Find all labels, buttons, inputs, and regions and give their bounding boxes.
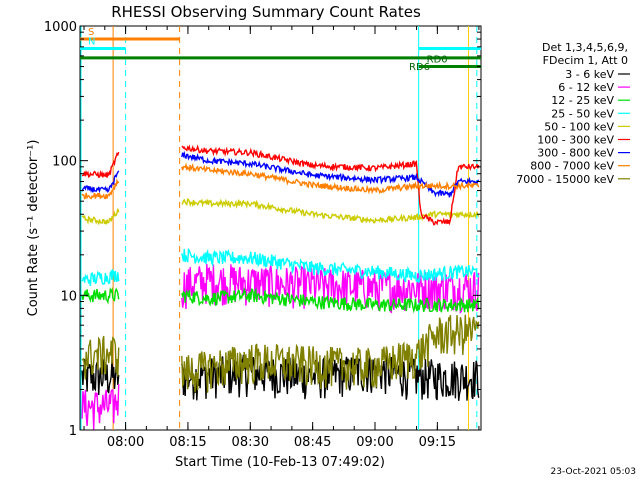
legend: Det 1,3,4,5,6,9, FDecim 1, Att 0 3 - 6 k… [516,41,630,186]
annotation-label: RD0 [427,55,448,66]
annotation-label: S [88,27,94,38]
y-axis-title: Count Rate (s⁻¹ detector⁻¹) [26,140,41,317]
series-line-5 [81,144,480,226]
series-line-3 [81,247,480,287]
legend-header-line-2: FDecim 1, Att 0 [543,54,628,67]
x-tick-label: 08:15 [169,435,206,450]
legend-label: 100 - 300 keV [537,134,614,147]
chart-title: RHESSI Observing Summary Count Rates [111,3,421,21]
legend-label: 50 - 100 keV [544,120,614,133]
legend-label: 3 - 6 keV [565,68,614,81]
x-axis-title: Start Time (10-Feb-13 07:49:02) [175,455,385,470]
series-line-7 [81,162,480,200]
x-tick-label: 09:15 [419,435,456,450]
legend-label: 25 - 50 keV [551,107,614,120]
x-tick-label: 08:00 [107,435,144,450]
series-line-8 [81,314,480,393]
y-axis: 1 10 100 1000 [44,20,481,439]
legend-label: 12 - 25 keV [551,94,614,107]
y-tick-label: 100 [52,155,77,170]
legend-label: 6 - 12 keV [558,81,614,94]
legend-label: 7000 - 15000 keV [516,173,614,186]
y-tick-label: 1 [69,424,77,439]
x-tick-label: 08:45 [294,435,331,450]
x-tick-label: 08:30 [232,435,269,450]
series-line-4 [81,198,480,226]
annotation-layer: SNRD6RD0 [80,27,481,73]
plot-frame [79,25,482,431]
plot-area: SNRD6RD0 [79,25,482,431]
x-tick-label: 09:00 [356,435,393,450]
legend-label: 800 - 7000 keV [530,160,614,173]
series-line-2 [81,286,480,314]
legend-label: 300 - 800 keV [537,147,614,160]
y-tick-label: 1000 [44,20,77,35]
x-axis: 08:00 08:15 08:30 08:45 09:00 09:15 [83,26,480,450]
series-line-6 [81,150,480,198]
y-tick-label: 10 [60,289,77,304]
annotation-label: N [88,37,95,48]
night-bands [80,26,478,430]
series-layer [81,144,480,430]
footer-date: 23-Oct-2021 05:03 [551,467,636,477]
series-line-1 [81,263,480,430]
legend-header-line-1: Det 1,3,4,5,6,9, [542,41,628,54]
